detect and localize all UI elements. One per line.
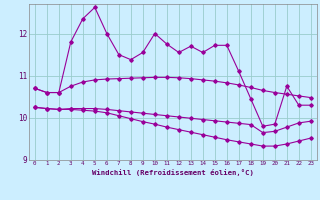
X-axis label: Windchill (Refroidissement éolien,°C): Windchill (Refroidissement éolien,°C)	[92, 169, 254, 176]
